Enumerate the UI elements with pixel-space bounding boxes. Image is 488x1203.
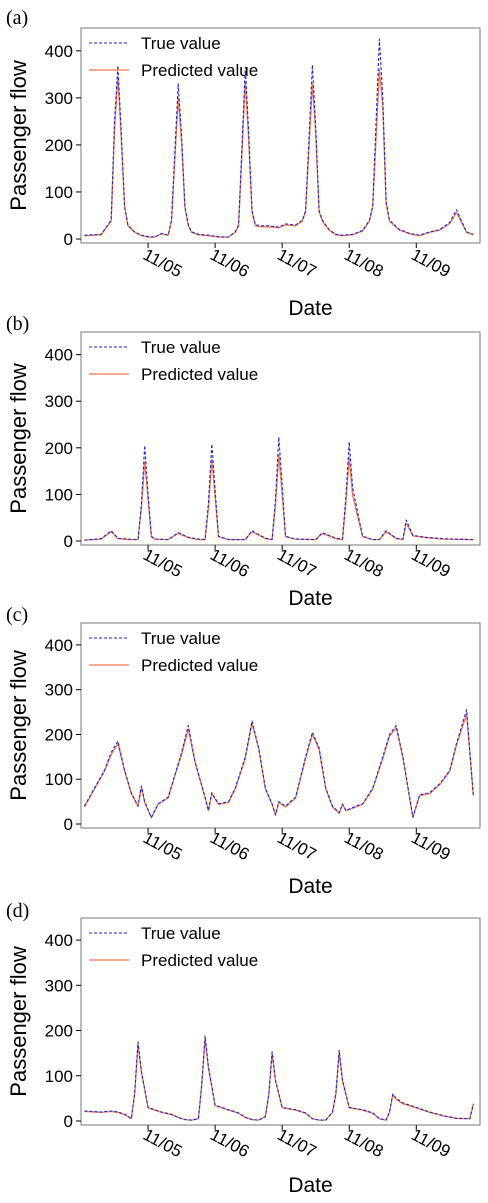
y-tick-label: 100 — [45, 770, 73, 789]
y-tick-label: 200 — [45, 725, 73, 744]
x-tick-label: 11/06 — [207, 245, 252, 281]
y-tick-label: 300 — [45, 681, 73, 700]
y-axis-label: Passenger flow — [6, 60, 31, 211]
chart-panel: (b) 0 100 200 300 400 11/05 11/06 11/07 11/08 11/0… — [6, 313, 481, 610]
plot-frame — [80, 622, 481, 829]
y-tick-label: 300 — [45, 392, 73, 411]
true-value-line — [84, 38, 474, 238]
x-tick-label: 11/09 — [408, 545, 453, 581]
x-tick-label: 11/07 — [274, 245, 319, 281]
y-tick-label: 200 — [45, 136, 73, 155]
chart-panel: (a) 0 100 200 300 400 11/05 11/06 11/07 11/08 11/0… — [6, 7, 481, 320]
x-axis-label: Date — [288, 875, 332, 898]
x-tick-label: 11/05 — [140, 245, 185, 281]
y-tick-label: 100 — [45, 485, 73, 504]
legend-label: Predicted value — [141, 365, 258, 384]
x-tick-label: 11/08 — [341, 545, 386, 581]
x-tick-label: 11/06 — [207, 1125, 252, 1161]
x-tick-label: 11/05 — [140, 545, 185, 581]
x-tick-label: 11/06 — [207, 545, 252, 581]
x-tick-label: 11/06 — [207, 828, 252, 864]
panel-letter: (d) — [6, 900, 29, 922]
x-tick-label: 11/07 — [274, 1125, 319, 1161]
predicted-value-line — [84, 1038, 474, 1121]
legend-label: True value — [141, 338, 221, 357]
plot-frame — [80, 917, 481, 1126]
true-value-line — [83, 709, 474, 818]
y-tick-label: 400 — [45, 42, 73, 61]
legend-label: Predicted value — [141, 656, 258, 675]
y-axis-label: Passenger flow — [6, 363, 31, 514]
y-tick-label: 400 — [45, 636, 73, 655]
chart-panel: (c) 0 100 200 300 400 11/05 11/06 11/07 11/08 11/0… — [6, 604, 481, 898]
y-tick-label: 100 — [45, 183, 73, 202]
panel-letter: (c) — [6, 604, 28, 626]
legend-label: True value — [141, 924, 221, 943]
panel-letter: (a) — [6, 7, 28, 29]
x-axis-label: Date — [288, 1174, 332, 1197]
y-tick-label: 100 — [45, 1067, 73, 1086]
legend-label: True value — [141, 34, 221, 53]
x-tick-label: 11/08 — [341, 245, 386, 281]
x-tick-label: 11/08 — [341, 828, 386, 864]
x-tick-label: 11/09 — [408, 245, 453, 281]
plot-frame — [80, 27, 481, 244]
y-tick-label: 400 — [45, 931, 73, 950]
y-tick-label: 200 — [45, 1022, 73, 1041]
y-tick-label: 200 — [45, 439, 73, 458]
x-tick-label: 11/05 — [140, 828, 185, 864]
y-tick-label: 300 — [45, 976, 73, 995]
plot-frame — [80, 331, 481, 546]
x-axis-label: Date — [288, 587, 332, 610]
x-tick-label: 11/05 — [140, 1125, 185, 1161]
y-axis-label: Passenger flow — [6, 946, 31, 1097]
x-axis-label: Date — [288, 297, 332, 320]
y-tick-label: 300 — [45, 89, 73, 108]
y-tick-label: 0 — [64, 230, 73, 249]
panel-letter: (b) — [6, 313, 29, 335]
x-tick-label: 11/08 — [341, 1125, 386, 1161]
x-tick-label: 11/09 — [408, 1125, 453, 1161]
y-axis-label: Passenger flow — [6, 650, 31, 801]
y-tick-label: 400 — [45, 346, 73, 365]
x-tick-label: 11/07 — [274, 828, 319, 864]
legend-label: True value — [141, 629, 221, 648]
y-tick-label: 0 — [64, 532, 73, 551]
predicted-value-line — [84, 454, 474, 541]
true-value-line — [84, 1035, 474, 1121]
y-tick-label: 0 — [64, 815, 73, 834]
true-value-line — [84, 436, 474, 541]
predicted-value-line — [84, 68, 474, 238]
y-tick-label: 0 — [64, 1112, 73, 1131]
legend-label: Predicted value — [141, 61, 258, 80]
x-tick-label: 11/09 — [408, 828, 453, 864]
legend-label: Predicted value — [141, 951, 258, 970]
x-tick-label: 11/07 — [274, 545, 319, 581]
chart-panel: (d) 0 100 200 300 400 11/05 11/06 11/07 11/08 11/0… — [6, 900, 481, 1197]
